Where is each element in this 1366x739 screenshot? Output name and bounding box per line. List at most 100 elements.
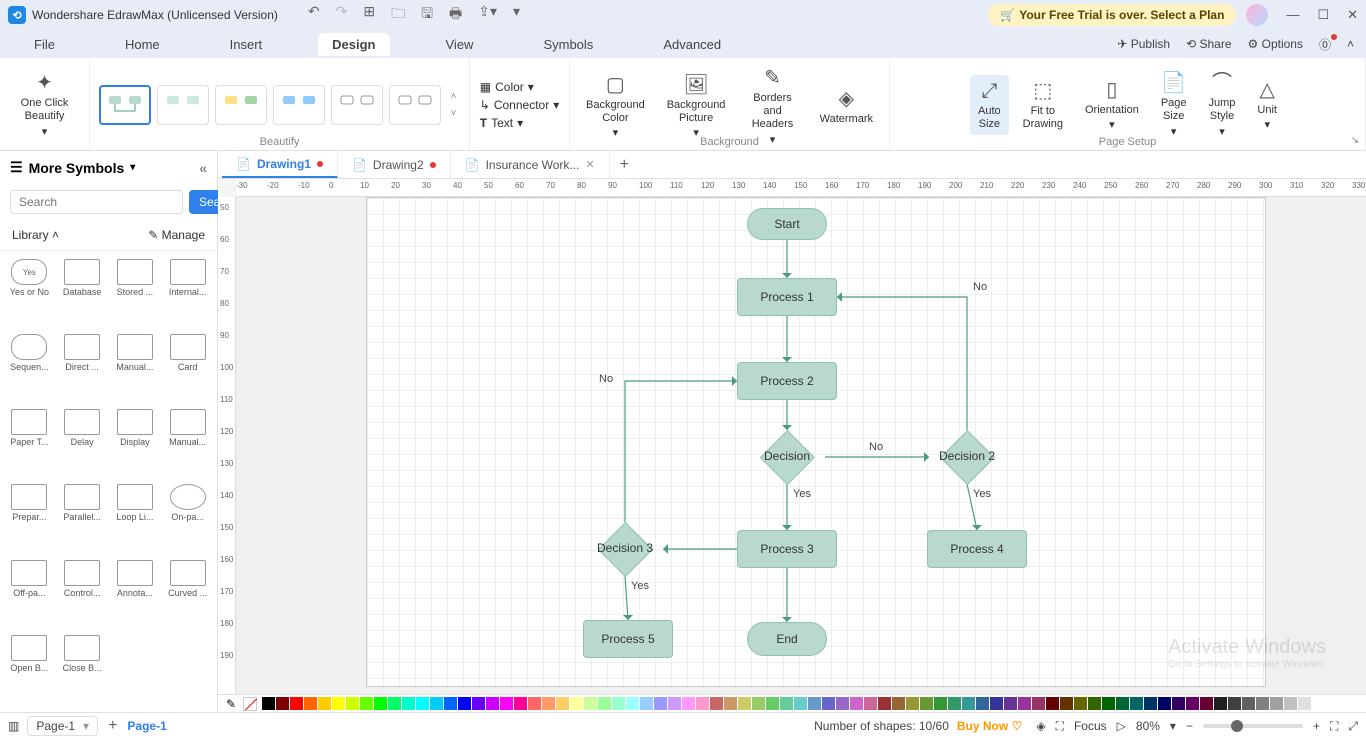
color-swatch[interactable] bbox=[1032, 697, 1045, 710]
no-fill-swatch[interactable] bbox=[243, 697, 257, 711]
unit-button[interactable]: △Unit ▾ bbox=[1249, 74, 1285, 136]
color-swatch[interactable] bbox=[612, 697, 625, 710]
page-size-button[interactable]: 📄Page Size ▾ bbox=[1153, 67, 1195, 143]
color-swatch[interactable] bbox=[668, 697, 681, 710]
collapse-ribbon-icon[interactable]: ˄ bbox=[1347, 37, 1354, 51]
style-preset-1[interactable] bbox=[99, 85, 151, 125]
shape-stencil[interactable]: Sequen... bbox=[4, 332, 55, 405]
color-swatch[interactable] bbox=[696, 697, 709, 710]
color-swatch[interactable] bbox=[1284, 697, 1297, 710]
menu-symbols[interactable]: Symbols bbox=[529, 33, 607, 56]
close-button[interactable]: ✕ bbox=[1347, 7, 1358, 23]
style-preset-6[interactable] bbox=[389, 85, 441, 125]
export-icon[interactable]: ⇪▾ bbox=[478, 3, 497, 27]
add-document-tab[interactable]: + bbox=[610, 156, 639, 174]
shape-stencil[interactable]: Loop Li... bbox=[110, 482, 161, 555]
menu-insert[interactable]: Insert bbox=[216, 33, 277, 56]
auto-size-button[interactable]: ⤢Auto Size bbox=[970, 75, 1009, 135]
color-swatch[interactable] bbox=[752, 697, 765, 710]
shape-stencil[interactable]: Database bbox=[57, 257, 108, 330]
color-swatch[interactable] bbox=[892, 697, 905, 710]
notifications-icon[interactable]: ⓪ bbox=[1319, 36, 1331, 53]
color-swatch[interactable] bbox=[1228, 697, 1241, 710]
doc-tab-drawing2[interactable]: 📄Drawing2 bbox=[338, 151, 451, 178]
color-swatch[interactable] bbox=[1312, 697, 1325, 710]
orientation-button[interactable]: ▯Orientation ▾ bbox=[1077, 74, 1147, 136]
color-swatch[interactable] bbox=[262, 697, 275, 710]
color-swatch[interactable] bbox=[1270, 697, 1283, 710]
one-click-beautify-button[interactable]: ✦One Click Beautify ▾ bbox=[13, 67, 77, 143]
color-swatch[interactable] bbox=[962, 697, 975, 710]
redo-icon[interactable]: ↷ bbox=[336, 3, 348, 27]
zoom-out-button[interactable]: − bbox=[1186, 719, 1193, 733]
color-swatch[interactable] bbox=[276, 697, 289, 710]
style-preset-5[interactable] bbox=[331, 85, 383, 125]
play-icon[interactable]: ▷ bbox=[1117, 719, 1126, 733]
maximize-button[interactable]: ☐ bbox=[1317, 7, 1329, 23]
bg-color-button[interactable]: ▢Background Color ▾ bbox=[578, 69, 653, 145]
color-swatch[interactable] bbox=[346, 697, 359, 710]
share-button[interactable]: ⟲ Share bbox=[1186, 37, 1231, 51]
color-swatch[interactable] bbox=[514, 697, 527, 710]
color-swatch[interactable] bbox=[360, 697, 373, 710]
shape-stencil[interactable]: Annota... bbox=[110, 558, 161, 631]
flowchart-process[interactable]: Process 3 bbox=[737, 530, 837, 568]
color-swatch[interactable] bbox=[808, 697, 821, 710]
color-swatch[interactable] bbox=[1046, 697, 1059, 710]
shape-stencil[interactable]: Display bbox=[110, 407, 161, 480]
layers-icon[interactable]: ◈ bbox=[1036, 719, 1045, 733]
color-swatch[interactable] bbox=[934, 697, 947, 710]
shape-stencil[interactable]: Off-pa... bbox=[4, 558, 55, 631]
more-icon[interactable]: ▾ bbox=[513, 3, 520, 27]
print-icon[interactable]: 🖶 bbox=[449, 3, 462, 27]
panel-collapse-icon[interactable]: « bbox=[199, 160, 207, 176]
shape-stencil[interactable]: Card bbox=[162, 332, 213, 405]
color-swatch[interactable] bbox=[1074, 697, 1087, 710]
flowchart-process[interactable]: Process 1 bbox=[737, 278, 837, 316]
color-swatch[interactable] bbox=[724, 697, 737, 710]
color-swatch[interactable] bbox=[794, 697, 807, 710]
color-swatch[interactable] bbox=[738, 697, 751, 710]
flowchart-terminator[interactable]: End bbox=[747, 622, 827, 656]
trial-banner[interactable]: 🛒 Your Free Trial is over. Select a Plan bbox=[988, 4, 1236, 26]
fit-to-drawing-button[interactable]: ⬚Fit to Drawing bbox=[1015, 75, 1071, 135]
color-swatch[interactable] bbox=[640, 697, 653, 710]
color-swatch[interactable] bbox=[1004, 697, 1017, 710]
menu-view[interactable]: View bbox=[432, 33, 488, 56]
flowchart-process[interactable]: Process 5 bbox=[583, 620, 673, 658]
shape-stencil[interactable]: YesYes or No bbox=[4, 257, 55, 330]
doc-tab-insurance[interactable]: 📄Insurance Work...✕ bbox=[451, 151, 610, 178]
color-swatch[interactable] bbox=[304, 697, 317, 710]
symbols-menu-icon[interactable]: ☰ bbox=[10, 159, 23, 176]
connector-menu[interactable]: ↳ Connector ▾ bbox=[480, 98, 559, 112]
watermark-button[interactable]: ◈Watermark bbox=[812, 83, 881, 130]
add-page-button[interactable]: + bbox=[108, 717, 117, 735]
color-swatch[interactable] bbox=[1214, 697, 1227, 710]
fit-page-icon[interactable]: ⛶ bbox=[1330, 719, 1338, 734]
shape-stencil[interactable]: Prepar... bbox=[4, 482, 55, 555]
color-swatch[interactable] bbox=[332, 697, 345, 710]
shape-stencil[interactable]: On-pa... bbox=[162, 482, 213, 555]
flowchart-terminator[interactable]: Start bbox=[747, 208, 827, 240]
color-swatch[interactable] bbox=[766, 697, 779, 710]
shape-stencil[interactable]: Control... bbox=[57, 558, 108, 631]
shape-stencil[interactable]: Curved ... bbox=[162, 558, 213, 631]
canvas[interactable]: StartProcess 1Process 2DecisionDecision … bbox=[236, 197, 1366, 694]
color-swatch[interactable] bbox=[626, 697, 639, 710]
menu-advanced[interactable]: Advanced bbox=[649, 33, 735, 56]
color-swatch[interactable] bbox=[416, 697, 429, 710]
symbol-search-input[interactable] bbox=[10, 190, 183, 214]
color-swatch[interactable] bbox=[1060, 697, 1073, 710]
drawing-page[interactable]: StartProcess 1Process 2DecisionDecision … bbox=[366, 197, 1266, 687]
doc-tab-drawing1[interactable]: 📄Drawing1 bbox=[222, 151, 338, 178]
shape-stencil[interactable]: Stored ... bbox=[110, 257, 161, 330]
shape-stencil[interactable]: Paper T... bbox=[4, 407, 55, 480]
color-swatch[interactable] bbox=[822, 697, 835, 710]
shape-stencil[interactable]: Internal... bbox=[162, 257, 213, 330]
color-swatch[interactable] bbox=[1256, 697, 1269, 710]
jump-style-button[interactable]: ⌒Jump Style ▾ bbox=[1201, 67, 1244, 143]
buy-now-link[interactable]: Buy Now ♡ bbox=[957, 719, 1022, 733]
style-preset-3[interactable] bbox=[215, 85, 267, 125]
color-swatch[interactable] bbox=[850, 697, 863, 710]
save-icon[interactable]: 🖫 bbox=[421, 3, 433, 27]
